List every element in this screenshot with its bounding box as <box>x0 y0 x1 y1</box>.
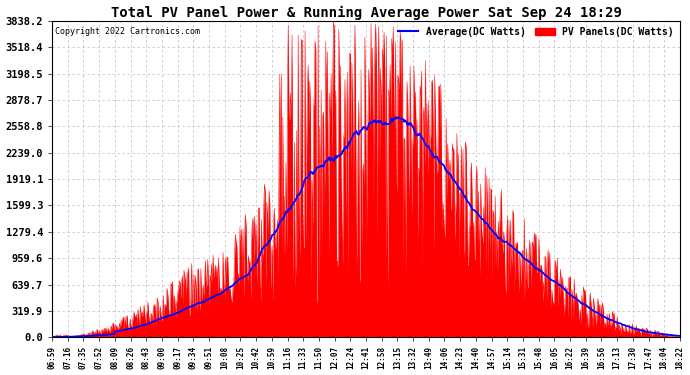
Text: Copyright 2022 Cartronics.com: Copyright 2022 Cartronics.com <box>55 27 200 36</box>
Legend: Average(DC Watts), PV Panels(DC Watts): Average(DC Watts), PV Panels(DC Watts) <box>395 23 678 40</box>
Title: Total PV Panel Power & Running Average Power Sat Sep 24 18:29: Total PV Panel Power & Running Average P… <box>110 6 622 20</box>
